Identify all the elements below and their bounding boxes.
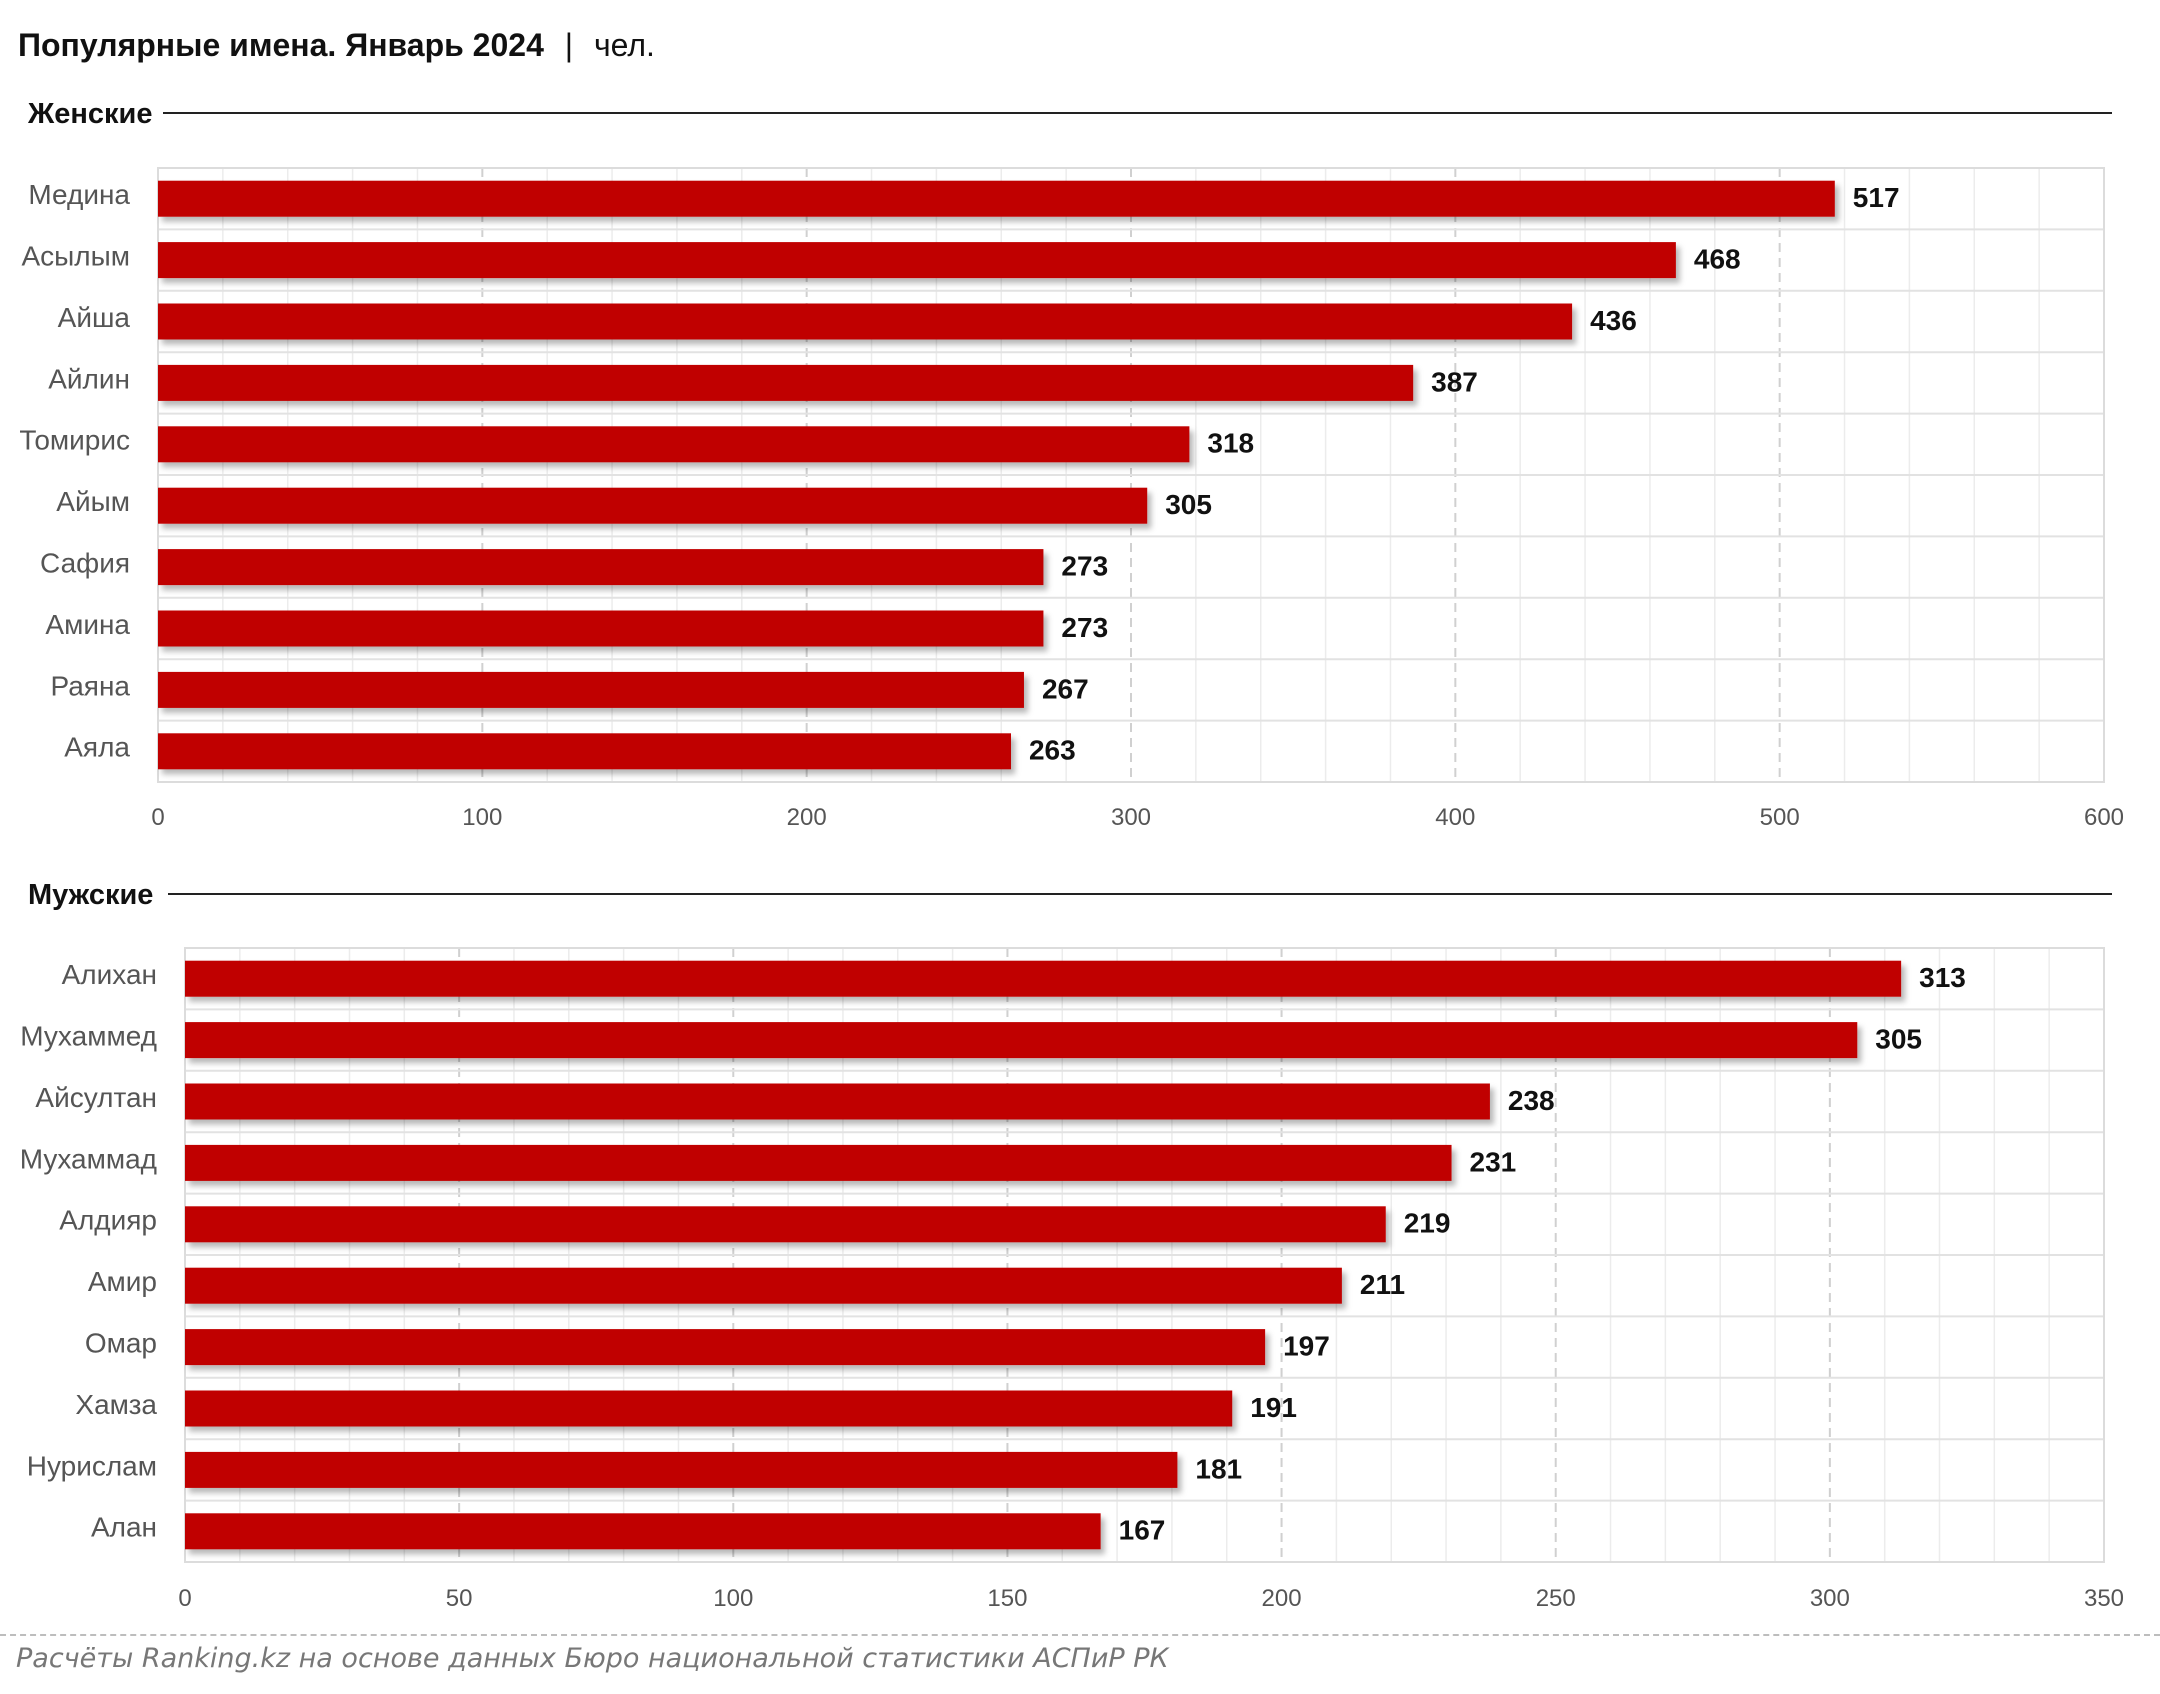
bar xyxy=(158,364,1414,401)
x-tick-label: 0 xyxy=(178,1585,191,1612)
bar xyxy=(185,960,1902,997)
footer-divider xyxy=(0,1634,2160,1636)
bar xyxy=(185,1083,1490,1120)
bar xyxy=(185,1206,1386,1243)
x-tick-label: 200 xyxy=(787,804,827,831)
value-label: 167 xyxy=(1119,1515,1166,1546)
value-label: 181 xyxy=(1195,1453,1242,1484)
source-note: Расчёты Ranking.kz на основе данных Бюро… xyxy=(16,1643,1169,1674)
value-label: 436 xyxy=(1590,305,1637,336)
bar xyxy=(158,549,1044,586)
plot-frame xyxy=(184,947,2105,1563)
x-tick-label: 100 xyxy=(713,1585,753,1612)
category-label: Медина xyxy=(28,179,130,210)
category-label: Амина xyxy=(45,609,130,640)
value-label: 305 xyxy=(1165,489,1212,520)
category-label: Мухаммед xyxy=(20,1020,157,1051)
category-label: Айлин xyxy=(48,363,130,394)
value-label: 231 xyxy=(1470,1146,1517,1177)
bar xyxy=(185,1390,1233,1427)
bar xyxy=(158,242,1676,279)
category-label: Аяла xyxy=(64,732,130,763)
bar xyxy=(158,180,1835,217)
value-label: 468 xyxy=(1694,243,1741,274)
x-tick-label: 300 xyxy=(1111,804,1151,831)
bar xyxy=(158,487,1148,524)
category-label: Алихан xyxy=(62,959,157,990)
category-label: Мухаммад xyxy=(20,1143,157,1174)
x-tick-label: 600 xyxy=(2084,804,2124,831)
bar xyxy=(158,303,1573,340)
category-label: Айша xyxy=(58,302,131,333)
x-tick-label: 0 xyxy=(151,804,164,831)
bar xyxy=(185,1513,1101,1550)
x-tick-label: 150 xyxy=(987,1585,1027,1612)
bar xyxy=(185,1022,1858,1059)
value-label: 318 xyxy=(1207,428,1254,459)
category-label: Айсултан xyxy=(35,1082,157,1113)
value-label: 191 xyxy=(1250,1392,1297,1423)
bar xyxy=(185,1329,1266,1366)
x-tick-label: 300 xyxy=(1810,1585,1850,1612)
chart-panel-2: Мужские Алихан 313 Мухаммед 305 Айсултан 238 Му… xyxy=(20,879,2124,1612)
bar xyxy=(185,1144,1452,1181)
category-label: Асылым xyxy=(21,240,130,271)
page-title: Популярные имена. Январь 2024 xyxy=(18,27,544,63)
bar xyxy=(158,733,1011,770)
x-tick-label: 400 xyxy=(1435,804,1475,831)
category-label: Алан xyxy=(91,1512,157,1543)
category-label: Нурислам xyxy=(27,1450,157,1481)
value-label: 211 xyxy=(1360,1269,1405,1300)
category-label: Раяна xyxy=(50,670,130,701)
x-tick-label: 350 xyxy=(2084,1585,2124,1612)
bar xyxy=(185,1451,1178,1488)
category-label: Томирис xyxy=(19,425,130,456)
category-label: Амир xyxy=(88,1266,157,1297)
bar xyxy=(158,426,1190,463)
value-label: 219 xyxy=(1404,1208,1451,1239)
value-label: 517 xyxy=(1853,182,1900,213)
category-label: Алдияр xyxy=(59,1205,157,1236)
category-label: Айым xyxy=(56,486,130,517)
title-separator: | xyxy=(565,27,573,63)
bar xyxy=(158,671,1024,708)
value-label: 263 xyxy=(1029,735,1076,766)
category-label: Хамза xyxy=(75,1389,157,1420)
svg-text:Популярные имена. Январь 2024: Популярные имена. Январь 2024 | чел. xyxy=(18,27,655,63)
plot-frame xyxy=(157,167,2105,783)
value-label: 273 xyxy=(1061,550,1108,581)
category-label: Омар xyxy=(85,1327,157,1358)
x-tick-label: 500 xyxy=(1760,804,1800,831)
bar xyxy=(158,610,1044,647)
x-tick-label: 100 xyxy=(462,804,502,831)
x-tick-label: 200 xyxy=(1262,1585,1302,1612)
value-label: 238 xyxy=(1508,1085,1555,1116)
category-label: Сафия xyxy=(40,547,130,578)
x-tick-label: 50 xyxy=(446,1585,473,1612)
value-label: 273 xyxy=(1061,612,1108,643)
unit-label: чел. xyxy=(594,27,655,63)
chart-panel-1: Женские Медина 517 Асылым 468 Айша 436 Айлин 387… xyxy=(19,98,2124,831)
value-label: 197 xyxy=(1283,1330,1330,1361)
bar xyxy=(185,1267,1342,1304)
x-tick-label: 250 xyxy=(1536,1585,1576,1612)
section-heading: Женские xyxy=(27,98,152,130)
section-heading: Мужские xyxy=(28,879,153,911)
value-label: 387 xyxy=(1431,366,1478,397)
value-label: 313 xyxy=(1919,962,1966,993)
value-label: 267 xyxy=(1042,673,1089,704)
value-label: 305 xyxy=(1875,1023,1922,1054)
